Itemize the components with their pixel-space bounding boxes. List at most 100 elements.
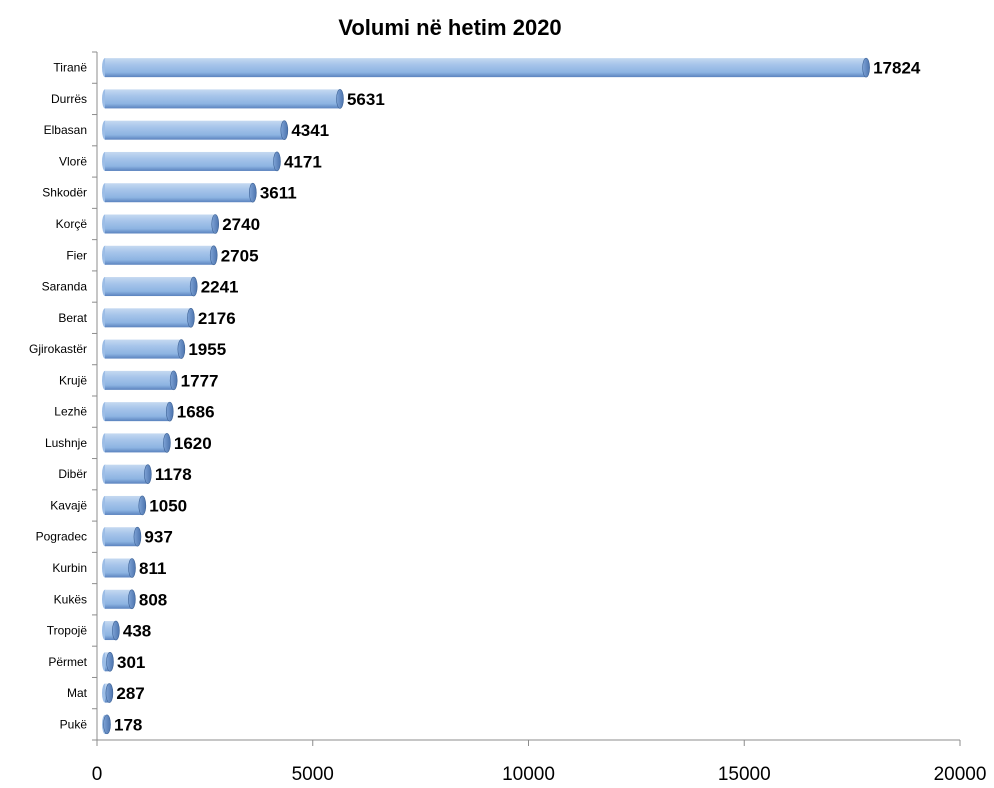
value-label: 1955 xyxy=(188,340,226,359)
bar-body xyxy=(105,89,340,109)
bar-end-cap xyxy=(169,370,178,391)
category-label: Lushnje xyxy=(45,436,87,450)
category-label: Dibër xyxy=(58,467,87,481)
x-tick-label: 20000 xyxy=(934,764,987,785)
x-tick-label: 10000 xyxy=(502,764,555,785)
value-label: 3611 xyxy=(260,184,297,203)
bar-end-cap xyxy=(862,57,870,78)
value-label: 937 xyxy=(144,528,172,547)
category-label: Fier xyxy=(66,248,87,262)
value-label: 2241 xyxy=(201,278,239,297)
bar xyxy=(102,120,289,140)
value-label: 5631 xyxy=(347,90,385,109)
bar-end-cap xyxy=(249,182,257,203)
bar-end-cap xyxy=(177,339,186,359)
bar xyxy=(102,182,257,203)
category-label: Vlorë xyxy=(59,154,87,168)
category-label: Kurbin xyxy=(52,561,87,575)
category-label: Gjirokastër xyxy=(29,342,87,356)
bar-end-cap xyxy=(106,652,114,672)
bar-end-cap xyxy=(187,308,195,328)
category-label: Pukë xyxy=(60,717,88,731)
bar-end-cap xyxy=(138,495,147,516)
value-label: 1050 xyxy=(149,496,187,515)
bar xyxy=(102,401,174,422)
bar-end-cap xyxy=(165,401,174,422)
category-label: Shkodër xyxy=(42,186,87,200)
x-tick-label: 15000 xyxy=(718,764,771,785)
bar xyxy=(102,245,218,266)
bar-body xyxy=(105,464,148,484)
bar xyxy=(102,495,147,516)
bar-body xyxy=(105,589,132,609)
value-label: 2176 xyxy=(198,309,236,328)
bar-body xyxy=(105,370,174,390)
bar-body xyxy=(105,621,116,641)
bar xyxy=(102,526,142,547)
bar-body xyxy=(105,558,132,578)
bar xyxy=(102,589,136,610)
bar xyxy=(102,339,186,359)
category-labels: Tiranë Durrës Elbasan Vlorë Shkodër Korçë Fier… xyxy=(29,61,88,732)
bar-body xyxy=(105,495,143,515)
category-label: Elbasan xyxy=(44,123,87,137)
bar xyxy=(102,214,220,234)
value-label: 2705 xyxy=(221,246,259,265)
bar-body xyxy=(105,151,277,171)
bar-end-cap xyxy=(209,245,218,266)
bar-body xyxy=(105,402,170,422)
category-label: Durrës xyxy=(51,92,87,106)
category-label: Pogradec xyxy=(36,530,87,544)
value-label: 301 xyxy=(117,653,145,672)
bar-body xyxy=(105,58,867,78)
bar xyxy=(102,370,178,391)
bar-body xyxy=(105,183,253,203)
category-label: Krujë xyxy=(59,373,87,387)
value-label: 438 xyxy=(123,622,151,641)
bar-end-cap xyxy=(163,433,171,453)
category-label: Korçë xyxy=(56,217,88,231)
bar-end-cap xyxy=(105,683,114,703)
bar-end-cap xyxy=(133,526,142,547)
bar-end-cap xyxy=(128,558,136,578)
bar xyxy=(102,464,152,484)
bar-end-cap xyxy=(112,620,120,641)
category-label: Kukës xyxy=(54,592,87,606)
category-label: Tropojë xyxy=(47,624,88,638)
bar xyxy=(102,57,870,78)
bar-body xyxy=(105,120,285,140)
bar-end-cap xyxy=(144,464,152,484)
value-label: 1178 xyxy=(155,465,192,484)
bar xyxy=(102,652,114,672)
bar-body xyxy=(105,339,182,359)
x-tick-label: 0 xyxy=(92,764,103,785)
bar xyxy=(102,433,171,453)
bar-body xyxy=(105,245,214,265)
bar xyxy=(102,714,111,735)
x-tick-labels: 0 5000 10000 15000 20000 xyxy=(92,764,987,785)
bar-body xyxy=(105,277,194,297)
category-label: Saranda xyxy=(42,280,88,294)
category-label: Kavajë xyxy=(50,498,87,512)
bar-body xyxy=(105,527,138,547)
bar xyxy=(102,683,114,703)
bar-body xyxy=(105,214,216,234)
category-label: Mat xyxy=(67,686,88,700)
value-label: 1620 xyxy=(174,434,212,453)
bar-end-cap xyxy=(211,214,220,234)
value-label: 287 xyxy=(116,684,144,703)
bar-end-cap xyxy=(273,151,281,172)
bar xyxy=(102,308,195,328)
value-label: 1777 xyxy=(181,371,219,390)
axes xyxy=(92,51,961,746)
value-label: 17824 xyxy=(873,59,921,78)
category-label: Tiranë xyxy=(53,61,87,75)
bar xyxy=(102,89,344,109)
bar xyxy=(102,558,136,578)
bar-body xyxy=(105,433,167,453)
bar xyxy=(102,620,120,641)
bar xyxy=(102,276,198,297)
